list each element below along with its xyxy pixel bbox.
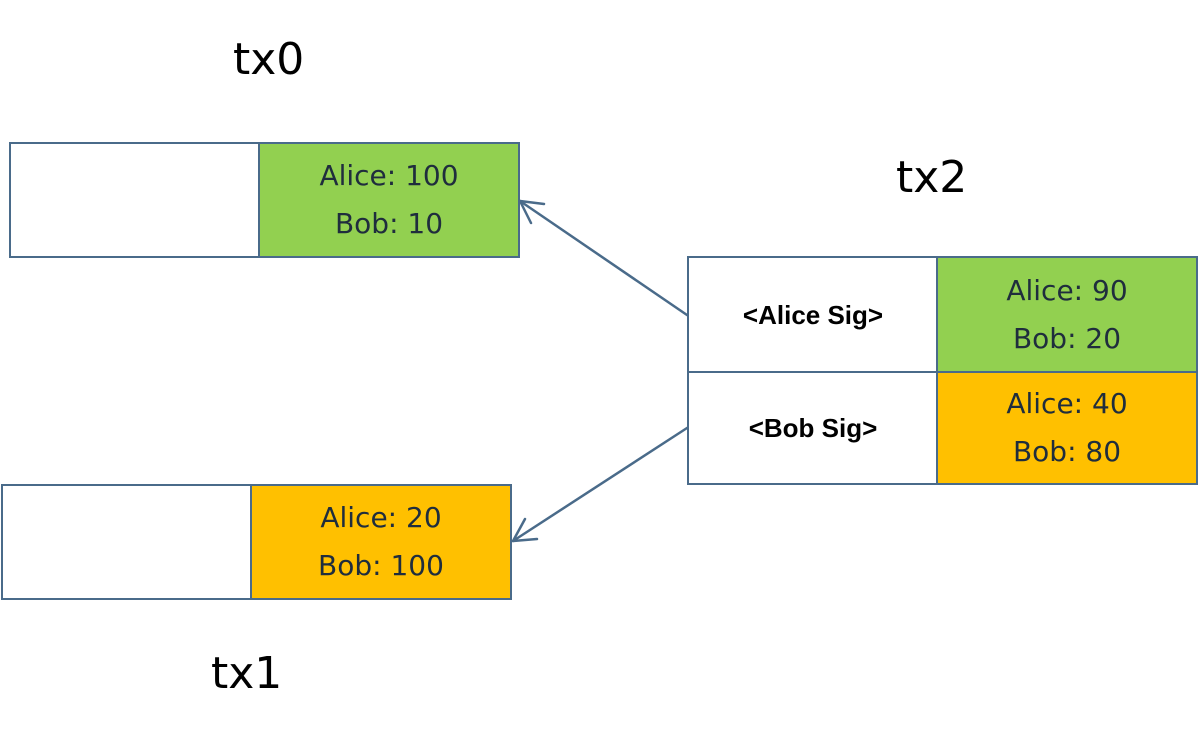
tx2-box: <Alice Sig> Alice: 90 Bob: 20 <Bob Sig> … — [687, 256, 1198, 485]
tx2-output-2-cell: Alice: 40 Bob: 80 — [938, 372, 1196, 483]
arrow-tx2-to-tx1-head — [511, 517, 539, 543]
tx2-label: tx2 — [896, 152, 968, 203]
arrow-tx2-to-tx1 — [511, 426, 689, 543]
tx1-output-cell: Alice: 20 Bob: 100 — [252, 486, 510, 598]
tx2-divider-vertical — [936, 258, 938, 483]
tx2-output-1-cell: Alice: 90 Bob: 20 — [938, 258, 1196, 371]
tx2-input-bob-sig-text: <Bob Sig> — [748, 412, 878, 443]
tx0-divider — [258, 144, 260, 256]
arrow-tx2-to-tx0 — [518, 199, 689, 317]
tx2-output-2-alice: Alice: 40 — [1006, 386, 1128, 420]
tx2-input-bob-sig: <Bob Sig> — [689, 372, 937, 483]
tx1-label: tx1 — [211, 648, 283, 699]
tx1-output-alice: Alice: 20 — [320, 501, 442, 534]
tx2-output-1-alice: Alice: 90 — [1006, 273, 1128, 307]
tx0-box: Alice: 100 Bob: 10 — [9, 142, 520, 258]
tx2-output-2-bob: Bob: 80 — [1012, 434, 1122, 468]
tx0-label: tx0 — [233, 34, 305, 85]
tx0-output-bob: Bob: 10 — [334, 207, 444, 240]
tx1-output-bob: Bob: 100 — [318, 549, 444, 582]
tx1-divider — [250, 486, 252, 598]
tx2-input-alice-sig-text: <Alice Sig> — [742, 299, 884, 330]
arrow-tx2-to-tx0-head — [518, 199, 546, 225]
tx0-output-alice: Alice: 100 — [319, 159, 459, 192]
tx1-box: Alice: 20 Bob: 100 — [1, 484, 512, 600]
tx0-output-cell: Alice: 100 Bob: 10 — [260, 144, 518, 256]
tx2-divider-horizontal — [689, 371, 1196, 373]
tx2-input-alice-sig: <Alice Sig> — [689, 258, 937, 371]
tx2-output-1-bob: Bob: 20 — [1012, 321, 1122, 355]
